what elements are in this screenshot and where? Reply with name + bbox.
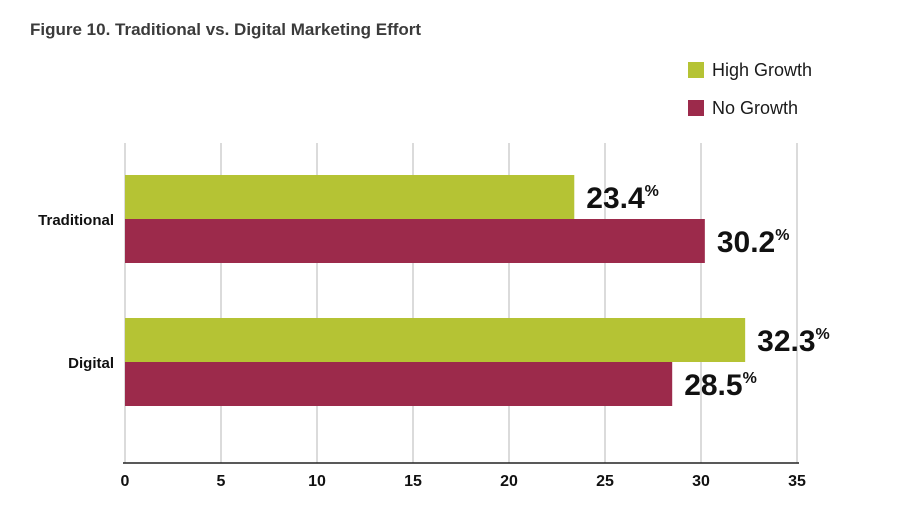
x-axis: 0 5 10 15 20 25 30 35 bbox=[121, 462, 806, 490]
value-unit: % bbox=[775, 227, 789, 244]
chart-title: Figure 10. Traditional vs. Digital Marke… bbox=[30, 20, 421, 39]
bar-high-growth-digital bbox=[125, 318, 746, 362]
value-label-no-growth-traditional: 30.2% bbox=[717, 226, 790, 259]
category-labels: Traditional Digital bbox=[38, 212, 114, 372]
value-label-no-growth-digital: 28.5% bbox=[684, 369, 757, 402]
legend-swatch-high-growth bbox=[688, 62, 704, 78]
value-label-high-growth-traditional: 23.4% bbox=[586, 182, 659, 215]
value-number: 23.4 bbox=[586, 182, 645, 215]
x-tick-label-35: 35 bbox=[788, 473, 806, 490]
value-number: 28.5 bbox=[684, 369, 742, 402]
value-unit: % bbox=[645, 183, 659, 200]
value-unit: % bbox=[743, 370, 757, 387]
x-tick-label-25: 25 bbox=[596, 473, 614, 490]
category-label-digital: Digital bbox=[68, 355, 114, 372]
value-unit: % bbox=[816, 326, 830, 343]
x-tick-label-10: 10 bbox=[308, 473, 326, 490]
x-tick-label-0: 0 bbox=[121, 473, 130, 490]
bar-no-growth-digital bbox=[125, 362, 673, 406]
bar-no-growth-traditional bbox=[125, 219, 705, 263]
value-label-high-growth-digital: 32.3% bbox=[757, 325, 830, 358]
bar-high-growth-traditional bbox=[125, 175, 575, 219]
bars bbox=[125, 175, 746, 406]
category-label-traditional: Traditional bbox=[38, 212, 114, 229]
value-number: 32.3 bbox=[757, 325, 815, 358]
x-tick-label-30: 30 bbox=[692, 473, 710, 490]
legend-label-no-growth: No Growth bbox=[712, 98, 798, 118]
x-tick-label-20: 20 bbox=[500, 473, 518, 490]
x-tick-label-15: 15 bbox=[404, 473, 422, 490]
legend-swatch-no-growth bbox=[688, 100, 704, 116]
x-tick-label-5: 5 bbox=[217, 473, 226, 490]
value-labels: 23.4%30.2%32.3%28.5% bbox=[586, 182, 830, 402]
legend-label-high-growth: High Growth bbox=[712, 60, 812, 80]
legend: High Growth No Growth bbox=[688, 60, 812, 118]
value-number: 30.2 bbox=[717, 226, 775, 259]
